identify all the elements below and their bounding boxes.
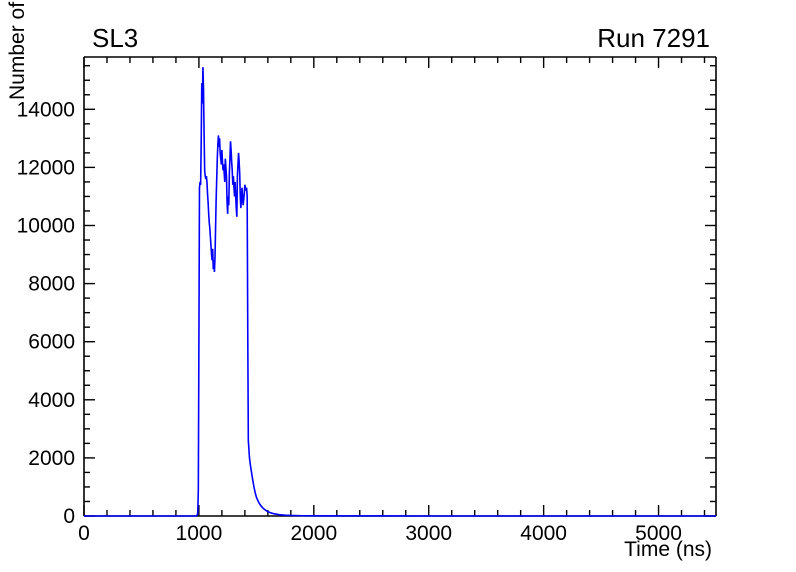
axis-tick-labels: 0 1000 2000 3000 4000 5000 0 2000 4000 6000 8000 10… bbox=[17, 98, 682, 545]
y-tick-label: 10000 bbox=[17, 214, 75, 237]
x-tick-label: 2000 bbox=[290, 522, 337, 545]
y-tick-label: 8000 bbox=[28, 273, 75, 296]
x-axis-title: Time (ns) bbox=[624, 538, 712, 561]
y-tick-label: 6000 bbox=[28, 331, 75, 354]
data-series bbox=[84, 67, 716, 517]
x-tick-label: 4000 bbox=[520, 522, 567, 545]
pad-title-left: SL3 bbox=[92, 23, 138, 53]
x-tick-label: 3000 bbox=[405, 522, 452, 545]
y-tick-label: 14000 bbox=[17, 98, 75, 121]
y-tick-label: 2000 bbox=[28, 447, 75, 470]
series-line bbox=[84, 67, 716, 517]
y-tick-label: 0 bbox=[63, 505, 75, 528]
pad-title-right: Run 7291 bbox=[597, 23, 710, 53]
y-axis-title: Number of digis bbox=[6, 0, 29, 100]
y-tick-label: 12000 bbox=[17, 156, 75, 179]
y-tick-label: 4000 bbox=[28, 389, 75, 412]
x-tick-label: 1000 bbox=[176, 522, 223, 545]
x-tick-label: 0 bbox=[78, 522, 90, 545]
x-tick-label: 5000 bbox=[635, 522, 682, 545]
